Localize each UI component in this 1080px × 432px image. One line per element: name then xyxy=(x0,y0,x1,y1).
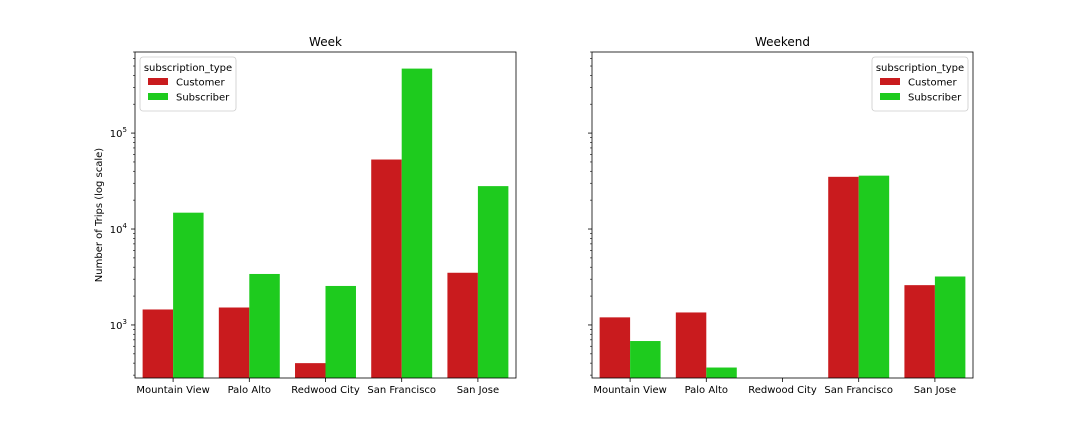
panel-title: Weekend xyxy=(755,35,810,49)
y-tick-label: 105 xyxy=(110,126,127,140)
x-tick-label: Redwood City xyxy=(291,385,360,396)
y-axis-label: Number of Trips (log scale) xyxy=(94,148,105,283)
legend-title: subscription_type xyxy=(876,63,964,74)
bar-customer-san-jose xyxy=(904,285,935,378)
bar-subscriber-san-francisco xyxy=(858,175,890,378)
legend-swatch-customer xyxy=(148,78,168,85)
legend-label-subscriber: Subscriber xyxy=(176,93,230,104)
x-tick-label: Redwood City xyxy=(748,385,817,396)
x-tick-label: Mountain View xyxy=(593,385,667,396)
y-tick-label: 104 xyxy=(110,222,128,236)
bar-subscriber-san-jose xyxy=(477,186,509,378)
x-tick-label: San Francisco xyxy=(367,385,436,396)
legend-label-customer: Customer xyxy=(176,78,225,89)
legend: subscription_type Customer Subscriber xyxy=(871,56,969,112)
legend-swatch-subscriber xyxy=(880,93,900,100)
x-tick-label: San Jose xyxy=(914,385,956,396)
panel-weekend: Mountain View Palo Alto Redwood City San Fr… xyxy=(588,35,974,396)
bar-subscriber-san-jose xyxy=(934,276,966,378)
bar-customer-san-francisco xyxy=(828,176,859,378)
bar-customer-san-francisco xyxy=(371,159,402,378)
x-tick-label: San Francisco xyxy=(824,385,893,396)
bar-subscriber-palo-alto xyxy=(249,273,280,378)
bar-customer-san-jose xyxy=(447,272,478,378)
bar-customer-palo-alto xyxy=(675,312,707,378)
legend-label-subscriber: Subscriber xyxy=(908,93,962,104)
x-tick-label: Mountain View xyxy=(136,385,210,396)
legend-title: subscription_type xyxy=(144,63,232,74)
x-tick-label: Palo Alto xyxy=(685,385,728,396)
y-tick-label: 103 xyxy=(110,318,127,332)
legend-label-customer: Customer xyxy=(908,78,957,89)
bar-customer-palo-alto xyxy=(218,307,250,378)
x-tick-label: San Jose xyxy=(457,385,499,396)
panel-week: Mountain View Palo Alto Redwood City San Fr… xyxy=(94,35,517,396)
bar-subscriber-redwood-city xyxy=(325,285,356,378)
bar-customer-redwood-city xyxy=(295,363,326,378)
bar-customer-mountain-view xyxy=(599,317,631,378)
legend-swatch-customer xyxy=(880,78,900,85)
panel-title: Week xyxy=(309,35,342,49)
legend-swatch-subscriber xyxy=(148,93,168,100)
x-tick-label: Palo Alto xyxy=(228,385,271,396)
legend: subscription_type Customer Subscriber xyxy=(139,56,237,112)
bar-subscriber-mountain-view xyxy=(630,341,661,378)
bar-customer-mountain-view xyxy=(142,309,174,378)
bar-subscriber-mountain-view xyxy=(173,212,204,378)
bar-subscriber-palo-alto xyxy=(706,367,737,378)
bar-subscriber-san-francisco xyxy=(401,68,433,378)
